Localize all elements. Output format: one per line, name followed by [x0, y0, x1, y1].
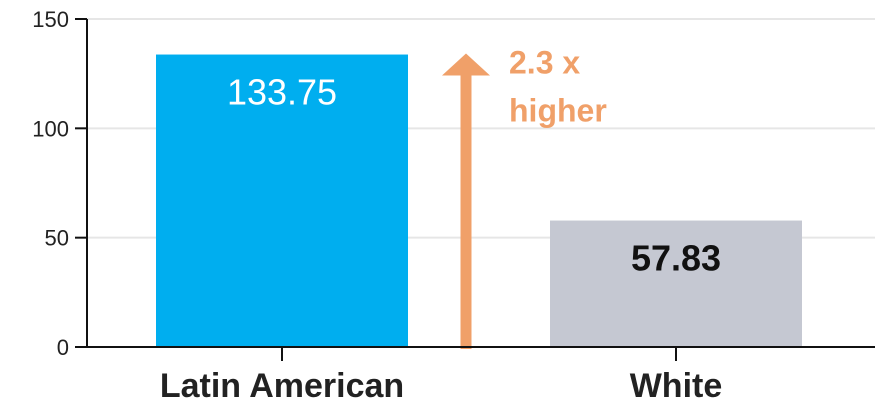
value-labels: 133.75 57.83 — [227, 72, 721, 279]
bar-white — [550, 220, 802, 347]
bar-latin-american — [156, 54, 408, 348]
y-tick-label-150: 150 — [32, 7, 69, 32]
y-tick-labels: 0 50 100 150 — [32, 7, 69, 360]
x-tick-label-latin-american: Latin American — [160, 367, 404, 402]
annotation-arrow — [442, 53, 490, 350]
value-label-white: 57.83 — [631, 238, 721, 279]
y-tick-label-0: 0 — [57, 335, 69, 360]
bars — [156, 54, 802, 348]
annotation-text-line-1: 2.3 x — [509, 45, 580, 81]
arrow-shaft — [460, 74, 472, 350]
value-label-latin-american: 133.75 — [227, 72, 337, 113]
arrow-head — [442, 53, 490, 76]
axes — [75, 18, 875, 361]
y-tick-label-100: 100 — [32, 116, 69, 141]
y-tick-label-50: 50 — [45, 226, 69, 251]
x-tick-label-white: White — [630, 367, 723, 402]
x-tick-labels: Latin American White — [160, 367, 722, 402]
annotation-text-line-2: higher — [509, 93, 607, 129]
